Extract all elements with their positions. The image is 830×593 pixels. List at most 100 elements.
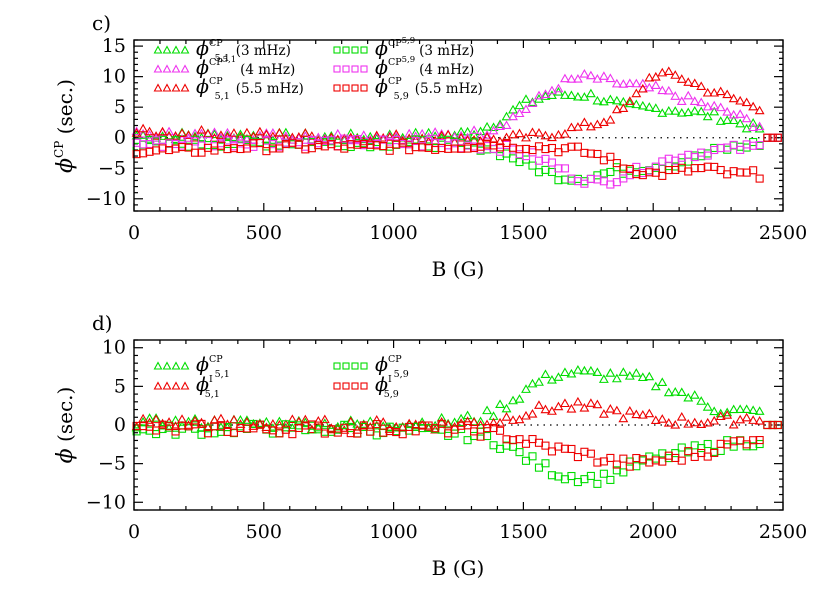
panel-d-label: d) xyxy=(92,311,113,335)
triangle-marker xyxy=(683,392,694,402)
square-marker xyxy=(333,428,342,437)
square-marker xyxy=(431,424,440,433)
triangle-marker xyxy=(735,404,746,414)
triangle-marker xyxy=(501,111,512,121)
triangle-marker xyxy=(521,104,531,113)
triangle-marker xyxy=(592,74,603,83)
triangle-marker xyxy=(585,365,596,375)
triangle-marker xyxy=(715,86,726,96)
triangle-marker xyxy=(534,377,544,386)
triangle-marker xyxy=(138,128,149,138)
triangle-marker xyxy=(196,417,207,427)
triangle-marker xyxy=(358,134,369,144)
triangle-marker xyxy=(345,415,356,425)
square-marker xyxy=(567,471,576,481)
legend-triangle-marker xyxy=(162,45,172,54)
panel-d-x-tick-label: 2500 xyxy=(759,521,807,543)
square-marker xyxy=(710,448,719,457)
triangle-marker xyxy=(540,369,551,378)
triangle-marker xyxy=(495,417,505,427)
triangle-marker xyxy=(534,127,544,137)
triangle-marker xyxy=(235,129,246,139)
triangle-marker xyxy=(235,134,246,144)
square-marker xyxy=(573,142,582,151)
panel-c-y-axis-label: ϕCP (sec.) xyxy=(52,79,78,173)
triangle-marker xyxy=(462,132,473,142)
triangle-marker xyxy=(572,396,583,406)
triangle-marker xyxy=(676,74,687,83)
triangle-marker xyxy=(151,413,162,422)
legend-square-marker xyxy=(342,84,350,92)
triangle-marker xyxy=(592,119,603,129)
square-marker xyxy=(768,420,777,430)
triangle-marker xyxy=(248,421,259,430)
triangle-marker xyxy=(735,118,746,128)
square-marker xyxy=(385,422,394,431)
legend-triangle-marker xyxy=(162,361,172,370)
square-marker xyxy=(223,136,232,145)
triangle-marker xyxy=(339,425,350,434)
square-marker xyxy=(773,420,782,430)
triangle-marker xyxy=(585,398,596,407)
triangle-marker xyxy=(624,96,635,105)
legend-square-marker xyxy=(342,65,350,73)
triangle-marker xyxy=(378,417,389,426)
triangle-marker xyxy=(313,132,324,142)
square-marker xyxy=(606,475,615,484)
square-marker xyxy=(216,422,226,431)
triangle-marker xyxy=(611,405,622,415)
triangle-marker xyxy=(144,413,155,422)
panel-d-ticks: 0 500 1000 1500 2000 2500 −10 −5 0 5 10 xyxy=(86,337,807,543)
triangle-marker xyxy=(722,407,733,417)
square-marker xyxy=(340,144,349,153)
triangle-marker xyxy=(696,106,707,116)
panel-d-legend-item: ϕCP 5,9 xyxy=(333,354,409,380)
square-marker xyxy=(314,421,323,430)
triangle-marker xyxy=(702,101,713,111)
triangle-marker xyxy=(488,417,499,427)
triangle-marker xyxy=(254,126,265,136)
legend-square-marker xyxy=(360,84,368,92)
panel-c-legend-label: ϕCP 5,9 (5.5 mHz) xyxy=(375,76,483,102)
triangle-marker xyxy=(670,386,681,396)
triangle-marker xyxy=(228,133,239,143)
legend-triangle-marker xyxy=(171,64,181,73)
triangle-marker xyxy=(228,128,239,137)
triangle-marker xyxy=(547,406,557,415)
triangle-marker xyxy=(741,123,752,133)
square-marker xyxy=(599,469,608,478)
panel-c-series-5 xyxy=(132,133,782,183)
triangle-marker xyxy=(508,415,518,424)
triangle-marker xyxy=(371,415,382,424)
square-marker xyxy=(606,453,615,462)
triangle-marker xyxy=(501,412,512,421)
square-marker xyxy=(528,161,537,170)
square-marker xyxy=(502,138,511,147)
square-marker xyxy=(697,444,706,453)
square-marker xyxy=(515,435,524,444)
square-marker xyxy=(152,426,161,435)
panel-c-series-3 xyxy=(132,133,782,186)
triangle-marker xyxy=(689,417,700,427)
triangle-marker xyxy=(164,131,174,140)
triangle-marker xyxy=(618,103,629,112)
triangle-marker xyxy=(469,125,480,134)
triangle-marker xyxy=(644,72,655,82)
triangle-marker xyxy=(748,405,759,415)
triangle-marker xyxy=(508,129,518,139)
triangle-marker xyxy=(748,118,759,127)
square-marker xyxy=(372,420,381,429)
square-marker xyxy=(619,454,628,463)
square-marker xyxy=(736,145,745,154)
triangle-marker xyxy=(144,126,155,136)
panel-c-legend-label: ϕCP5,9(4 mHz) xyxy=(375,55,474,79)
square-marker xyxy=(534,463,544,472)
panel-c-legend-label: ϕCP5,1(4 mHz) xyxy=(196,55,295,79)
square-marker xyxy=(768,133,777,142)
triangle-marker xyxy=(417,133,428,143)
triangle-marker xyxy=(254,419,265,428)
legend-triangle-marker xyxy=(180,361,190,370)
square-marker xyxy=(541,441,550,450)
triangle-marker xyxy=(547,132,557,142)
legend-square-marker xyxy=(351,362,359,370)
